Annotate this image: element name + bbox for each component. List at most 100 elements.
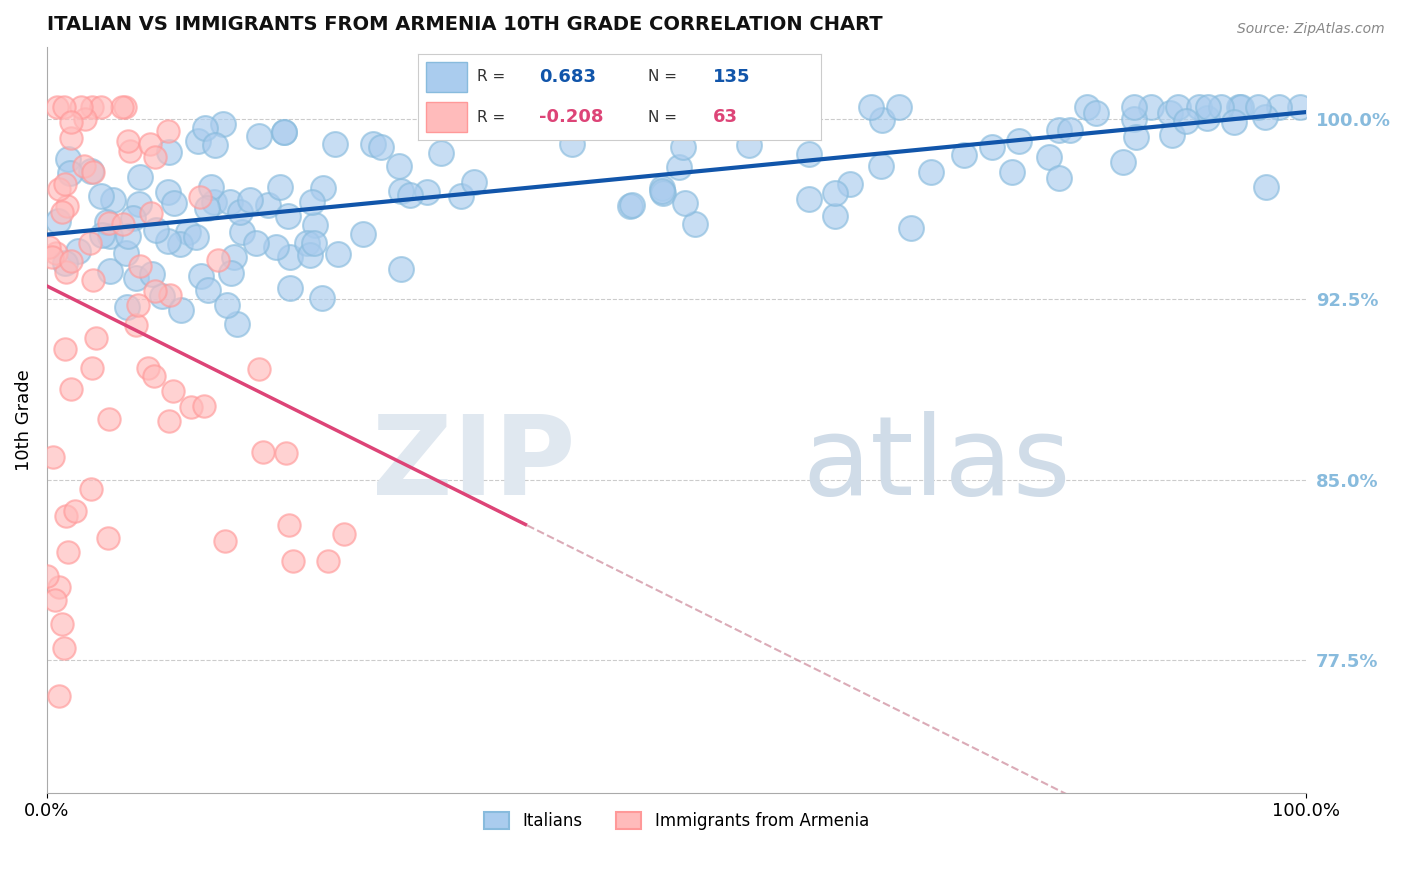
Point — [143, 368, 166, 383]
Point — [1227, 100, 1250, 114]
Point — [184, 230, 207, 244]
Point — [143, 150, 166, 164]
Point — [1254, 110, 1277, 124]
Point — [96, 215, 118, 229]
Point — [1059, 123, 1081, 137]
Point — [283, 554, 305, 568]
Point — [1229, 100, 1251, 114]
Point — [1159, 105, 1181, 120]
Point — [128, 197, 150, 211]
Point — [1085, 106, 1108, 120]
Point — [370, 140, 392, 154]
Point — [59, 166, 82, 180]
Point — [889, 100, 911, 114]
Point — [163, 195, 186, 210]
Point — [79, 236, 101, 251]
Point — [1161, 128, 1184, 142]
Text: ZIP: ZIP — [373, 411, 576, 518]
Point — [150, 289, 173, 303]
Point — [41, 251, 63, 265]
Point — [169, 237, 191, 252]
Point — [111, 100, 134, 114]
Point — [143, 285, 166, 299]
Point — [53, 641, 76, 656]
Point — [651, 180, 673, 194]
Point — [1076, 100, 1098, 114]
Point — [1112, 155, 1135, 169]
Point — [97, 216, 120, 230]
Point — [824, 209, 846, 223]
Point — [333, 527, 356, 541]
Point — [48, 690, 70, 704]
Text: atlas: atlas — [803, 411, 1071, 518]
Point — [125, 271, 148, 285]
Point — [177, 226, 200, 240]
Point — [55, 265, 77, 279]
Point — [51, 617, 73, 632]
Point — [1223, 115, 1246, 129]
Point — [1008, 134, 1031, 148]
Point — [952, 147, 974, 161]
Point — [157, 124, 180, 138]
Point — [454, 115, 477, 129]
Point — [872, 113, 894, 128]
Point — [82, 273, 104, 287]
Point — [48, 182, 70, 196]
Point — [430, 145, 453, 160]
Point — [44, 593, 66, 607]
Point — [180, 400, 202, 414]
Point — [115, 246, 138, 260]
Point — [53, 177, 76, 191]
Point — [60, 254, 83, 268]
Point — [824, 186, 846, 200]
Point — [651, 186, 673, 200]
Point — [276, 446, 298, 460]
Point — [72, 159, 94, 173]
Point — [651, 184, 673, 198]
Point — [860, 100, 883, 114]
Point — [65, 504, 87, 518]
Point — [75, 112, 97, 127]
Point — [112, 217, 135, 231]
Point — [273, 125, 295, 139]
Point — [169, 302, 191, 317]
Point — [48, 580, 70, 594]
Point — [157, 145, 180, 159]
Point — [46, 100, 69, 114]
Point — [214, 534, 236, 549]
Point — [118, 144, 141, 158]
Point — [278, 518, 301, 533]
Point — [668, 160, 690, 174]
Point — [197, 201, 219, 215]
Point — [159, 288, 181, 302]
Point — [463, 175, 485, 189]
Point — [58, 152, 80, 166]
Point — [188, 190, 211, 204]
Point — [1211, 100, 1233, 114]
Point — [450, 189, 472, 203]
Point — [1167, 100, 1189, 114]
Point — [280, 250, 302, 264]
Point — [98, 264, 121, 278]
Point — [312, 181, 335, 195]
Point — [200, 180, 222, 194]
Point — [103, 193, 125, 207]
Point — [614, 115, 637, 129]
Point — [197, 283, 219, 297]
Point — [56, 545, 79, 559]
Point — [157, 414, 180, 428]
Point — [278, 281, 301, 295]
Legend: Italians, Immigrants from Armenia: Italians, Immigrants from Armenia — [478, 805, 876, 837]
Point — [145, 223, 167, 237]
Point — [561, 137, 583, 152]
Point — [98, 228, 121, 243]
Point — [1122, 112, 1144, 127]
Point — [797, 147, 820, 161]
Point — [45, 246, 67, 260]
Point — [90, 228, 112, 243]
Point — [202, 194, 225, 209]
Point — [1268, 100, 1291, 114]
Point — [685, 217, 707, 231]
Point — [245, 235, 267, 250]
Point — [361, 136, 384, 151]
